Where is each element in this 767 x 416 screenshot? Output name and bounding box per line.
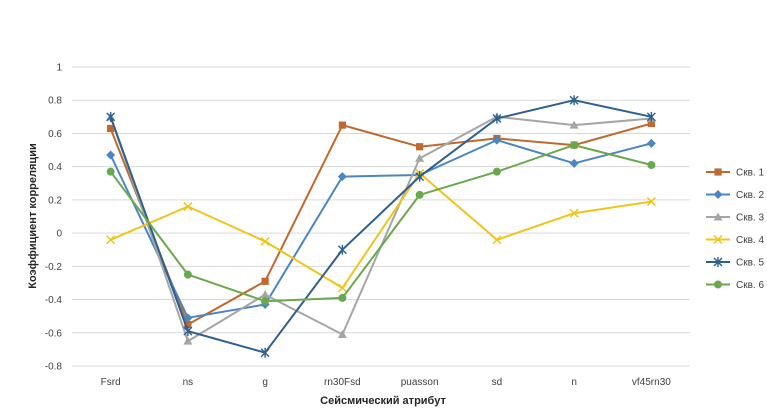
legend-entry: Скв. 6 — [706, 280, 764, 291]
series-5 — [106, 95, 656, 358]
data-point — [646, 111, 656, 122]
data-point — [492, 167, 501, 176]
y-tick-labels: -0.8 -0.6 -0.4 -0.2 0 0.2 0.4 0.6 0.8 1 — [45, 63, 63, 373]
y-tick-label: 0.8 — [48, 96, 62, 107]
data-point — [647, 161, 656, 170]
data-point — [338, 293, 347, 302]
y-tick-label: -0.6 — [45, 328, 63, 339]
series-lines — [106, 95, 656, 358]
data-point — [492, 135, 502, 145]
x-axis-title: Сейсмический атрибут — [320, 395, 446, 407]
y-tick-label: -0.8 — [45, 362, 63, 373]
series-line — [109, 139, 652, 319]
y-tick-label: 0.6 — [48, 129, 62, 140]
series-2 — [106, 135, 656, 323]
data-point — [106, 167, 115, 176]
legend-entry: Скв. 5 — [706, 257, 764, 269]
legend-label: Скв. 5 — [736, 258, 764, 269]
data-point — [647, 119, 655, 128]
data-point — [183, 313, 193, 323]
data-point — [260, 347, 270, 358]
data-point — [337, 172, 347, 182]
data-point — [569, 158, 579, 168]
legend-entry: Скв. 3 — [706, 212, 764, 224]
legend-marker — [714, 168, 722, 176]
data-point — [415, 171, 425, 182]
data-point — [260, 236, 270, 246]
legend-marker — [713, 190, 723, 199]
data-point — [646, 138, 656, 148]
data-point — [570, 141, 579, 150]
legend-label: Скв. 4 — [736, 235, 764, 246]
data-point — [569, 208, 579, 218]
x-tick-label: puasson — [401, 377, 439, 388]
y-axis-title: Коэффициент корреляции — [27, 143, 39, 288]
data-point — [261, 297, 270, 306]
series-line — [109, 122, 652, 326]
data-point — [106, 111, 116, 122]
x-tick-label: sd — [492, 377, 503, 388]
gridlines — [72, 66, 690, 367]
legend-entry: Скв. 4 — [706, 234, 764, 246]
data-point — [569, 120, 579, 129]
series-line — [109, 99, 652, 354]
legend-marker — [713, 234, 723, 245]
series-1 — [107, 119, 655, 329]
data-point — [337, 329, 347, 338]
x-tick-label: g — [262, 377, 268, 388]
data-point — [261, 277, 269, 285]
series-line — [110, 172, 652, 289]
data-point — [183, 270, 192, 279]
data-point — [416, 143, 424, 151]
legend-label: Скв. 3 — [736, 213, 764, 224]
legend-marker — [713, 257, 723, 267]
legend-marker — [713, 212, 723, 221]
data-point — [338, 121, 346, 129]
y-tick-label: 1 — [56, 63, 62, 74]
series-line — [109, 144, 652, 303]
data-point — [106, 235, 116, 245]
legend-label: Скв. 6 — [736, 280, 764, 291]
data-point — [646, 197, 656, 207]
y-tick-label: -0.4 — [45, 295, 63, 306]
data-point — [183, 336, 193, 345]
y-tick-label: 0.4 — [48, 162, 62, 173]
legend-label: Скв. 2 — [736, 190, 764, 201]
y-tick-label: -0.2 — [45, 262, 63, 273]
y-tick-label: 0 — [56, 229, 62, 240]
x-tick-label: n — [571, 377, 577, 388]
series-4 — [106, 168, 656, 293]
y-tick-label: 0.2 — [48, 195, 62, 206]
data-point — [337, 283, 347, 293]
data-point — [415, 153, 425, 162]
legend-entry: Скв. 2 — [706, 190, 764, 201]
data-point — [183, 202, 193, 212]
x-tick-label: rn30Fsd — [324, 377, 361, 388]
data-point — [107, 124, 115, 133]
x-tick-labels: Fsrd ns g rn30Fsd puasson sd n vf45rn30 — [101, 377, 672, 388]
data-point — [184, 320, 192, 329]
data-point — [337, 244, 347, 255]
data-point — [260, 290, 270, 299]
x-tick-label: vf45rn30 — [632, 377, 671, 388]
data-point — [415, 190, 424, 199]
data-point — [106, 150, 116, 160]
data-point — [492, 113, 502, 124]
data-point — [183, 326, 193, 337]
legend-marker — [714, 280, 722, 289]
x-tick-label: Fsrd — [101, 377, 121, 388]
x-tick-label: ns — [183, 377, 194, 388]
legend-entry: Скв. 1 — [706, 168, 764, 179]
data-point — [569, 95, 579, 106]
legend-label: Скв. 1 — [736, 168, 764, 179]
data-point — [492, 235, 502, 245]
legend: Скв. 1 Скв. 2 Скв. 3 Скв. 4 Скв. 5 Скв. 6 — [706, 168, 764, 291]
series-6 — [106, 141, 656, 306]
